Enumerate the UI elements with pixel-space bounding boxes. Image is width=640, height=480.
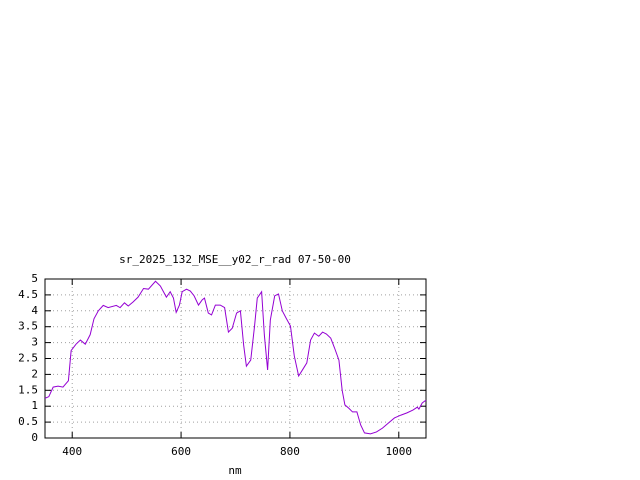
y-tick-label: 0 [31, 431, 38, 444]
y-tick-label: 1.5 [18, 383, 38, 396]
y-tick-label: 4 [31, 304, 38, 317]
x-axis-label: nm [228, 464, 242, 477]
y-tick-label: 3.5 [18, 320, 38, 333]
x-tick-label: 800 [280, 445, 300, 458]
x-tick-label: 600 [171, 445, 191, 458]
plot-border [44, 278, 427, 439]
y-tick-label: 3 [31, 336, 38, 349]
y-tick-label: 0.5 [18, 415, 38, 428]
y-tick-label: 1 [31, 399, 38, 412]
x-tick-label: 1000 [386, 445, 413, 458]
y-tick-label: 2.5 [18, 352, 38, 365]
y-tick-label: 5 [31, 272, 38, 285]
data-line [44, 280, 427, 435]
chart-title: sr_2025_132_MSE__y02_r_rad 07-50-00 [119, 253, 351, 266]
x-tick-label: 400 [62, 445, 82, 458]
y-tick-label: 2 [31, 367, 38, 380]
y-tick-label: 4.5 [18, 288, 38, 301]
